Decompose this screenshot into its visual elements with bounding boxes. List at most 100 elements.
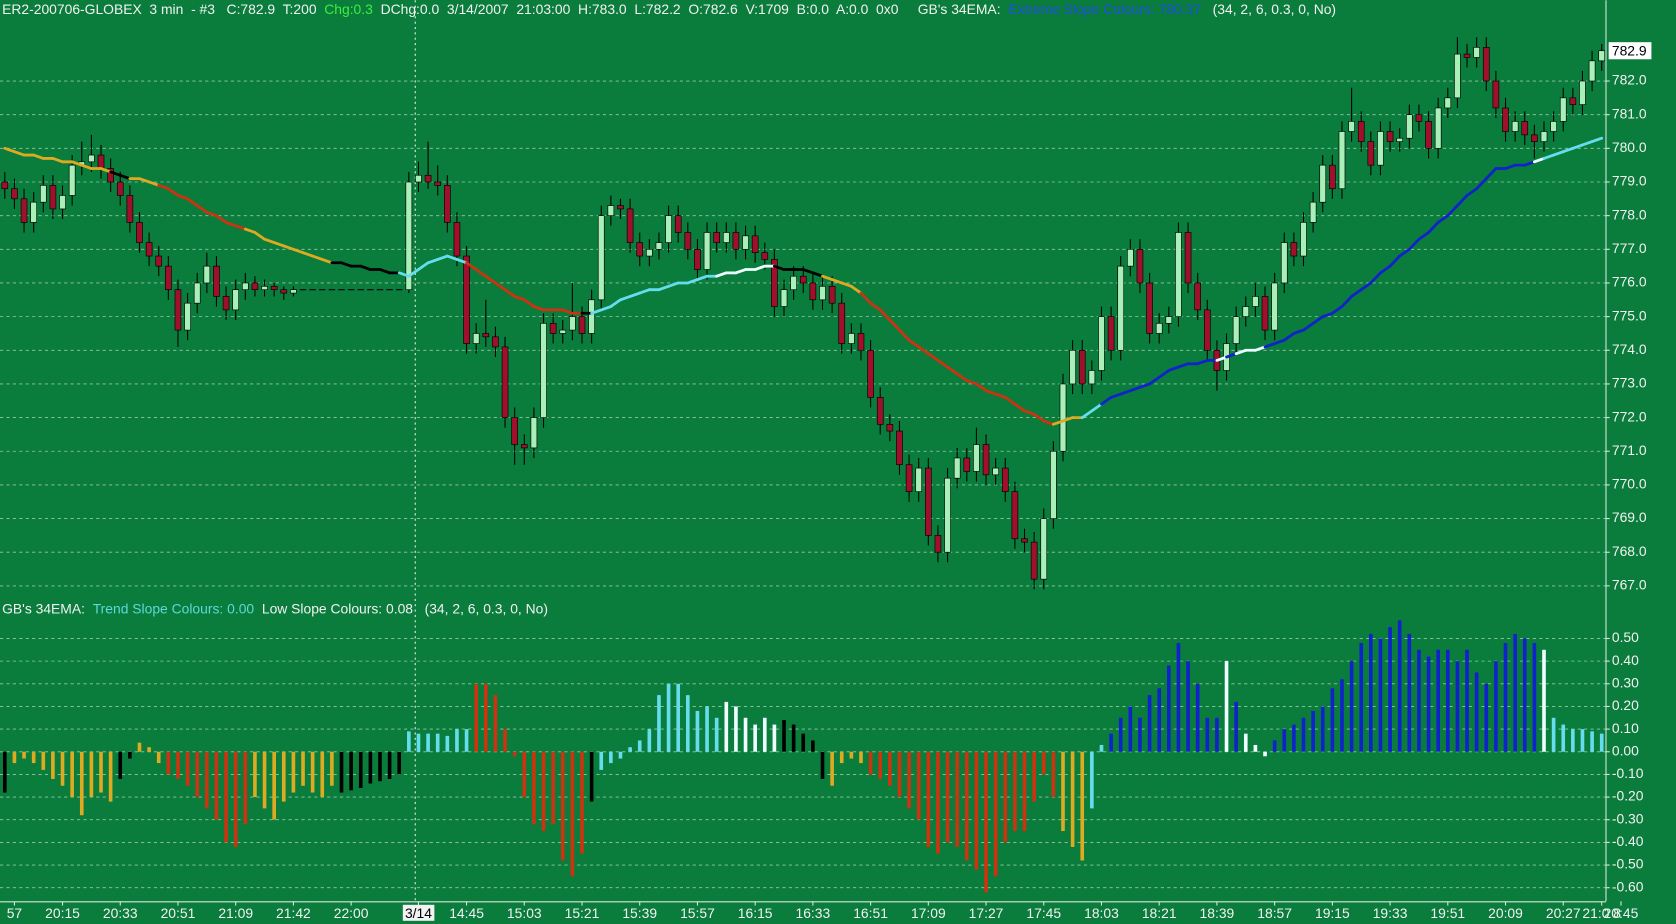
histogram-bar [503, 729, 507, 752]
histogram-bar [984, 751, 988, 893]
x-tick-label: 15:21 [565, 905, 600, 921]
histogram-bar [1590, 731, 1594, 752]
candle-body [540, 323, 547, 418]
candle-body [867, 349, 874, 398]
histogram-bar [926, 751, 931, 847]
histogram-bar [1099, 744, 1104, 752]
ema-line [1542, 153, 1556, 160]
x-tick-label: 19:51 [1430, 905, 1465, 921]
histogram-bar [262, 751, 267, 809]
candle-body [463, 255, 470, 344]
ema-line [1552, 150, 1565, 157]
histogram-bar [387, 751, 392, 779]
histogram-bar [859, 751, 863, 764]
y-tick-label: -0.50 [1612, 856, 1644, 872]
histogram-bar [1311, 710, 1315, 752]
ema-line [1167, 365, 1180, 372]
candle-body [1434, 107, 1442, 149]
histogram-bar [349, 751, 353, 791]
histogram-bar [907, 751, 911, 809]
candle-body [607, 205, 615, 216]
histogram-bar [1186, 661, 1190, 752]
ema-line [272, 241, 286, 248]
ema-line [1254, 345, 1267, 352]
last-price-box [1608, 42, 1652, 60]
candle-body [559, 329, 567, 334]
x-tick-label: 16:15 [738, 905, 773, 921]
ema-line [1484, 167, 1498, 181]
x-tick-label: 20:27 [1546, 905, 1581, 921]
candle-body [501, 346, 509, 418]
header-segment: Low Slope Colours: 0.08 (34, 2, 6, 0.3, … [254, 600, 548, 616]
histogram-bar [474, 683, 479, 752]
candle-body [1348, 121, 1355, 132]
histogram-bar [166, 751, 171, 775]
candle-body [1454, 53, 1461, 99]
histogram-bar [455, 729, 459, 752]
histogram-bar [570, 751, 575, 877]
histogram-bar [147, 747, 151, 752]
ema-line [1119, 389, 1132, 396]
candle-body [1444, 97, 1452, 109]
histogram-bar [99, 751, 103, 793]
ema-line [1532, 157, 1546, 164]
ema-line [320, 258, 334, 265]
histogram-bar [368, 751, 373, 784]
candle-body [1569, 97, 1577, 105]
histogram-bar [1215, 717, 1219, 752]
histogram-bar [1369, 633, 1373, 752]
ema-line [301, 251, 315, 258]
candle-body [771, 259, 778, 307]
candle-body [482, 333, 490, 338]
histogram-bar [1397, 620, 1402, 752]
candle-body [1406, 114, 1413, 139]
ema-line [205, 210, 218, 218]
candle-body [1078, 349, 1086, 385]
x-tick-label: 3/14 [405, 905, 432, 921]
candle-body [107, 168, 114, 183]
candle-body [434, 181, 442, 186]
histogram-bar [743, 717, 748, 752]
ema-line [138, 177, 151, 184]
candle-body [934, 535, 942, 553]
candle-body [761, 252, 769, 260]
candle-body [828, 286, 836, 304]
ema-line [1032, 412, 1046, 423]
histogram-bar [1205, 717, 1210, 752]
ema-line [686, 278, 699, 285]
histogram-bar [820, 751, 825, 779]
histogram-bar [2, 751, 7, 793]
ema-line [619, 295, 632, 302]
histogram-bar [1532, 643, 1537, 752]
y-tick-label: 778.0 [1612, 206, 1647, 222]
histogram-bar [657, 695, 661, 752]
histogram-bar [580, 751, 584, 854]
y-tick-label: 782.0 [1612, 72, 1647, 88]
ema-line [417, 261, 430, 271]
ema-line [869, 301, 882, 312]
candle-body [838, 302, 846, 344]
histogram-bar [1022, 751, 1027, 832]
histogram-bar [1484, 683, 1489, 752]
x-tick-label: 18:21 [1142, 905, 1177, 921]
y-tick-label: 0.20 [1612, 697, 1639, 713]
ema-line [445, 254, 459, 261]
ema-line [378, 268, 391, 275]
candle-body [780, 289, 788, 307]
histogram-bar [916, 751, 921, 820]
candle-body [799, 275, 807, 284]
candle-body [1021, 538, 1028, 543]
histogram-bar [532, 751, 536, 825]
histogram-bar [1282, 729, 1287, 752]
x-tick-label: 20:09 [1488, 905, 1523, 921]
ema-line [1436, 214, 1450, 224]
y-tick-label: 0.50 [1612, 629, 1639, 645]
header-segment: (34, 2, 6, 0.3, 0, No) [1201, 1, 1336, 17]
histogram-bar [1571, 729, 1575, 752]
ema-line [1042, 419, 1055, 426]
candle-body [982, 444, 990, 476]
header: ER2-200706-GLOBEX 3 min - #3 C:782.9 T:2… [2, 1, 1336, 17]
candle-body [1011, 491, 1019, 540]
histogram-bar [1455, 661, 1460, 752]
histogram-bar [118, 751, 123, 779]
